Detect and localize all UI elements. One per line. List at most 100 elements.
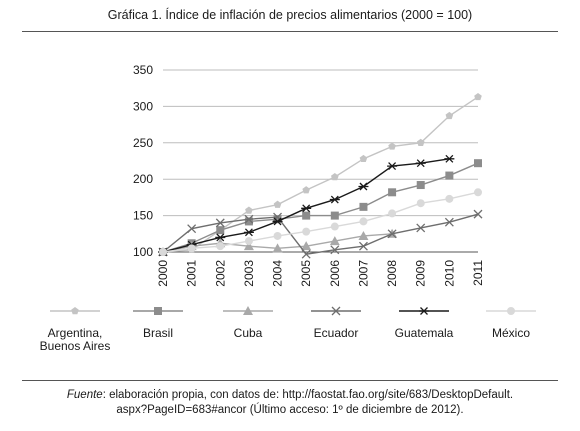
x-tick-label: 2003 — [242, 260, 256, 287]
y-tick-label: 350 — [133, 63, 153, 77]
data-point — [330, 245, 340, 255]
data-point — [244, 237, 253, 246]
series-4 — [158, 154, 455, 256]
data-point — [329, 195, 340, 204]
series-3 — [158, 209, 483, 259]
data-point — [358, 230, 369, 240]
data-point — [272, 217, 283, 226]
data-point — [330, 211, 339, 220]
data-point — [359, 217, 368, 226]
legend-label: México — [492, 326, 530, 340]
legend-label: Cuba — [234, 326, 263, 340]
legend-label: Brasil — [143, 326, 173, 340]
data-point — [273, 231, 282, 240]
x-tick-label: 2007 — [356, 260, 370, 287]
bottom-rule — [22, 380, 558, 381]
data-point — [272, 243, 283, 253]
data-point — [302, 227, 311, 236]
y-tick-label: 300 — [133, 99, 153, 113]
x-tick-label: 2001 — [185, 260, 199, 287]
top-rule — [22, 31, 558, 32]
data-point — [473, 209, 483, 219]
legend-marker — [154, 307, 162, 315]
x-tick-label: 2011 — [471, 260, 485, 286]
data-point — [359, 154, 368, 163]
legend-item: México — [486, 307, 536, 340]
legend-item: Argentina, Buenos Aires — [40, 307, 111, 353]
y-tick-label: 150 — [133, 209, 153, 223]
data-point — [444, 217, 454, 227]
series-line — [162, 162, 479, 253]
legend-item: Cuba — [223, 306, 273, 340]
y-tick-label: 100 — [133, 245, 153, 259]
data-point — [329, 236, 340, 246]
data-point — [388, 188, 397, 197]
source-text: : elaboración propia, con datos de: http… — [102, 389, 514, 401]
data-point — [416, 223, 426, 233]
legend-marker — [419, 307, 429, 315]
data-point — [273, 215, 282, 224]
data-point — [215, 218, 225, 228]
x-tick-label: 2000 — [156, 260, 170, 287]
data-point — [445, 111, 454, 120]
data-point — [187, 224, 197, 234]
x-tick-label: 2004 — [271, 260, 285, 287]
data-point — [243, 228, 254, 237]
legend-label: Ecuador — [314, 326, 359, 340]
series-line — [162, 213, 479, 255]
data-point — [445, 194, 454, 203]
data-point — [416, 199, 425, 208]
series-line — [162, 158, 450, 253]
data-point — [187, 244, 196, 253]
series-line — [162, 96, 479, 253]
data-point — [244, 214, 254, 224]
data-point — [415, 159, 426, 168]
data-point — [358, 241, 368, 251]
legend-marker — [331, 306, 341, 316]
data-point — [416, 138, 425, 147]
data-point — [243, 241, 254, 251]
data-point — [245, 206, 253, 214]
legend-label: Argentina, Buenos Aires — [40, 326, 111, 353]
series-lines — [158, 92, 483, 259]
data-point — [416, 181, 425, 190]
data-point — [387, 229, 397, 239]
y-tick-label: 200 — [133, 172, 153, 186]
data-point — [474, 92, 482, 101]
x-tick-label: 2005 — [299, 260, 313, 287]
x-tick-label: 2008 — [385, 260, 399, 287]
data-point — [244, 217, 253, 226]
data-point — [273, 200, 282, 208]
data-point — [474, 159, 482, 168]
data-point — [474, 188, 482, 197]
data-point — [301, 204, 312, 213]
x-axis-ticks: 2000 2001 2002 2003 2004 2005 2006 2007 2008 2009… — [156, 260, 485, 287]
chart-title: Gráfica 1. Índice de inflación de precio… — [107, 8, 473, 22]
y-axis-ticks: 100 150 200 250 300 350 — [133, 63, 153, 259]
legend-marker — [71, 307, 79, 315]
source-note: Fuente: elaboración propia, con datos de… — [30, 388, 550, 418]
x-tick-label: 2002 — [213, 260, 227, 287]
source-text-2: aspx?PageID=683#ancor (Último acceso: 1º… — [116, 404, 464, 416]
legend-marker — [507, 307, 515, 315]
y-tick-label: 250 — [133, 136, 153, 150]
series-5 — [159, 188, 482, 256]
series-1 — [159, 159, 482, 256]
legend-item: Guatemala — [395, 307, 454, 340]
legend-marker — [243, 306, 253, 315]
data-point — [330, 222, 339, 231]
data-point — [358, 182, 369, 191]
data-point — [159, 248, 167, 256]
data-point — [302, 211, 311, 220]
data-point — [216, 226, 225, 235]
data-point — [215, 233, 226, 242]
legend-label: Guatemala — [395, 326, 454, 340]
data-point — [359, 202, 368, 211]
legend-item: Brasil — [133, 307, 183, 340]
x-tick-label: 2009 — [414, 260, 428, 287]
data-point — [387, 162, 398, 171]
x-tick-label: 2006 — [328, 260, 342, 287]
data-point — [445, 171, 454, 180]
data-point — [301, 249, 311, 259]
series-0 — [159, 92, 482, 256]
